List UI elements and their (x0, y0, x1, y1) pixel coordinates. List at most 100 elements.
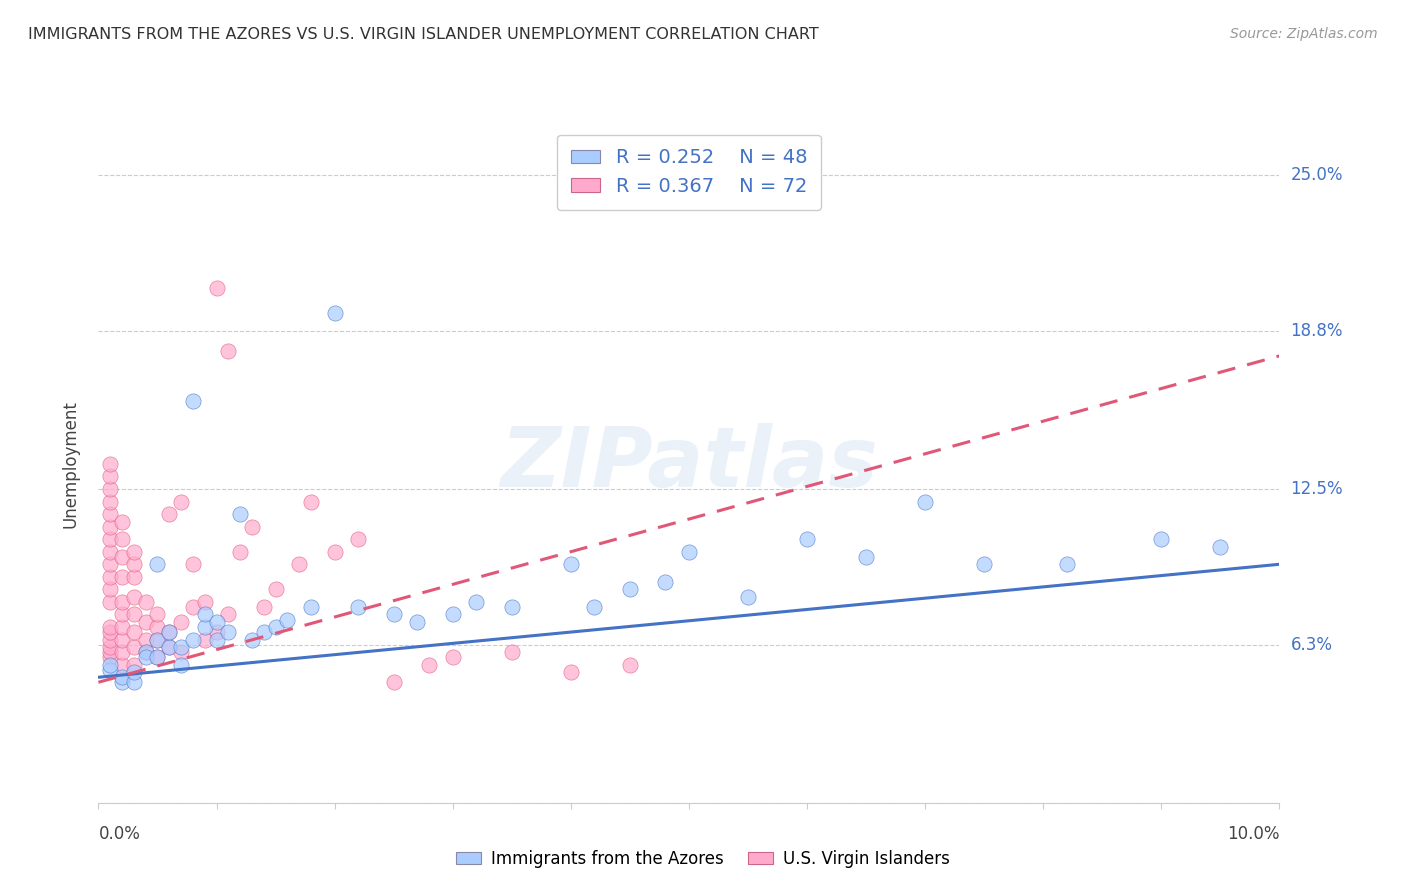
Y-axis label: Unemployment: Unemployment (62, 400, 80, 528)
Point (146, 650, 169, 665)
Point (111, 675, 134, 690)
Point (382, 675, 405, 690)
Point (194, 620, 217, 634)
Point (347, 532, 370, 546)
Point (1056, 558, 1078, 572)
Point (382, 607, 405, 622)
Point (157, 640, 180, 654)
Point (194, 595, 217, 609)
Point (560, 558, 582, 572)
Point (135, 645, 157, 659)
Text: Source: ZipAtlas.com: Source: ZipAtlas.com (1230, 27, 1378, 41)
Point (170, 645, 193, 659)
Point (98, 663, 121, 677)
Point (146, 620, 169, 634)
Point (205, 615, 228, 629)
Point (181, 599, 204, 614)
Legend: R = 0.252    N = 48, R = 0.367    N = 72: R = 0.252 N = 48, R = 0.367 N = 72 (557, 135, 821, 210)
Point (98, 545, 121, 559)
Point (217, 625, 239, 640)
Text: 6.3%: 6.3% (1291, 636, 1333, 654)
Point (501, 599, 523, 614)
Point (229, 507, 252, 521)
Point (146, 632, 169, 647)
Point (217, 343, 239, 358)
Point (122, 657, 145, 672)
Point (98, 640, 121, 654)
Point (111, 532, 134, 546)
Point (406, 615, 429, 629)
Point (441, 650, 464, 665)
Point (240, 519, 263, 533)
Point (111, 620, 134, 634)
Point (111, 570, 134, 584)
Point (170, 494, 193, 508)
Point (583, 599, 606, 614)
Point (914, 494, 936, 508)
Point (122, 675, 145, 690)
Text: IMMIGRANTS FROM THE AZORES VS U.S. VIRGIN ISLANDER UNEMPLOYMENT CORRELATION CHAR: IMMIGRANTS FROM THE AZORES VS U.S. VIRGI… (28, 27, 818, 42)
Point (111, 607, 134, 622)
Point (111, 595, 134, 609)
Point (122, 665, 145, 680)
Point (146, 632, 169, 647)
Point (135, 595, 157, 609)
Point (157, 640, 180, 654)
Point (98, 469, 121, 483)
Point (253, 599, 276, 614)
Point (253, 625, 276, 640)
Point (323, 306, 346, 320)
Point (157, 625, 180, 640)
Point (122, 570, 145, 584)
Point (157, 625, 180, 640)
Point (1209, 540, 1232, 554)
Text: 0.0%: 0.0% (98, 825, 141, 843)
Point (98, 632, 121, 647)
Point (323, 545, 346, 559)
Legend: Immigrants from the Azores, U.S. Virgin Islanders: Immigrants from the Azores, U.S. Virgin … (449, 844, 957, 875)
Point (205, 625, 228, 640)
Point (98, 620, 121, 634)
Point (146, 607, 169, 622)
Point (135, 615, 157, 629)
Point (205, 281, 228, 295)
Point (288, 558, 311, 572)
Point (122, 545, 145, 559)
Point (264, 582, 287, 597)
Point (135, 632, 157, 647)
Point (1150, 532, 1173, 546)
Point (229, 545, 252, 559)
Point (98, 657, 121, 672)
Point (501, 645, 523, 659)
Point (98, 507, 121, 521)
Point (347, 599, 370, 614)
Point (737, 590, 759, 604)
Point (98, 519, 121, 533)
Point (276, 613, 298, 627)
Point (560, 665, 582, 680)
Point (98, 570, 121, 584)
Point (122, 640, 145, 654)
Point (122, 625, 145, 640)
Point (98, 582, 121, 597)
Point (111, 632, 134, 647)
Point (205, 632, 228, 647)
Point (146, 558, 169, 572)
Point (465, 595, 488, 609)
Text: ZIPatlas: ZIPatlas (501, 424, 877, 504)
Point (181, 632, 204, 647)
Text: 25.0%: 25.0% (1291, 166, 1343, 184)
Point (111, 549, 134, 564)
Point (855, 549, 877, 564)
Point (98, 532, 121, 546)
Point (678, 545, 700, 559)
Point (98, 494, 121, 508)
Point (98, 595, 121, 609)
Point (111, 515, 134, 529)
Text: 12.5%: 12.5% (1291, 480, 1343, 498)
Point (98, 558, 121, 572)
Point (194, 632, 217, 647)
Point (111, 670, 134, 684)
Point (264, 620, 287, 634)
Point (98, 625, 121, 640)
